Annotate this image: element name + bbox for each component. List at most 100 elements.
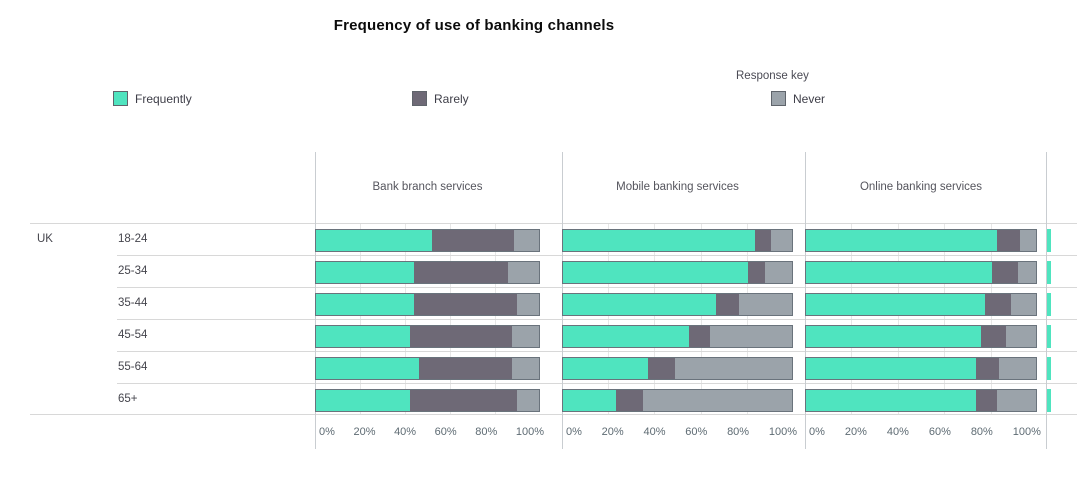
bar-segment-never [516,390,539,411]
bar-segment-rarely [980,326,1007,347]
stacked-bar [315,229,540,252]
bar-segment-frequently [316,294,415,315]
bar-segment-never [516,294,539,315]
row-separator-line [30,414,1077,415]
bar-segment-never [996,390,1036,411]
bar-segment-never [507,262,539,283]
stacked-bar [805,325,1037,348]
bar-segment-frequently [316,358,419,379]
grid-line [746,223,748,414]
bar-segment-rarely [992,262,1018,283]
bar-segment-rarely [647,358,676,379]
age-group-label: 65+ [118,393,138,405]
bar-segment-rarely [409,390,517,411]
bar-segment-frequently [806,390,977,411]
bar-segment-rarely [755,230,772,251]
x-axis-tick-label: 80% [475,426,498,438]
stacked-bar [805,389,1037,412]
panel-header: Bank branch services [372,181,483,193]
rarely-swatch-icon [412,91,427,106]
row-separator-line [117,319,1077,320]
bar-segment-frequently [563,326,689,347]
stacked-bar [562,357,793,380]
bar-segment-frequently [806,294,986,315]
x-axis-tick-label: 0% [566,426,582,438]
bar-segment-never [512,326,539,347]
legend-heading: Response key [736,70,809,82]
bar-segment-frequently [806,358,977,379]
grid-line [360,223,361,414]
x-axis-tick-label: 20% [353,426,376,438]
legend-label-never: Never [793,91,826,106]
grid-line [990,223,992,414]
age-group-label: 25-34 [118,265,148,277]
legend-label-rarely: Rarely [434,91,469,106]
grid-line [495,223,496,414]
x-axis-tick-label: 20% [844,426,867,438]
bar-segment-frequently [563,262,749,283]
panel-divider-line [1046,152,1047,449]
stacked-bar [805,293,1037,316]
bar-segment-never [643,390,792,411]
bar-segment-rarely [418,358,513,379]
bar-segment-never [771,230,792,251]
legend-item-never: Never [771,91,825,106]
bar-segment-rarely [414,262,508,283]
bar-segment-frequently [563,390,616,411]
grid-line [450,223,451,414]
bar-segment-rarely [688,326,710,347]
legend-item-rarely: Rarely [412,91,469,106]
panel-header: Mobile banking services [616,181,739,193]
x-axis-tick-label: 60% [685,426,708,438]
stacked-bar [562,229,793,252]
x-axis-tick-label: 100% [768,426,797,438]
bar-segment-frequently [563,230,756,251]
grid-line [851,223,853,414]
row-separator-line [117,255,1077,256]
clipped-bar-sliver [1047,325,1051,348]
panel-header: Online banking services [859,181,983,193]
stacked-bar [562,325,793,348]
bar-segment-frequently [316,326,410,347]
x-axis-tick-label: 40% [643,426,666,438]
grid-line [700,223,702,414]
x-axis-tick-label: 40% [394,426,417,438]
stacked-bar [315,357,540,380]
bar-segment-never [1019,230,1036,251]
bar-segment-frequently [563,294,717,315]
x-axis-tick-label: 0% [809,426,825,438]
bar-segment-never [1017,262,1036,283]
bar-segment-rarely [748,262,765,283]
x-axis-ticks: 0% 20% 40% 60% 80% 100% [809,426,1041,438]
grid-line [654,223,656,414]
stacked-bar [562,261,793,284]
grid-line [405,223,406,414]
bar-segment-rarely [414,294,517,315]
bar-segment-never [514,230,539,251]
bar-segment-never [709,326,792,347]
bar-segment-frequently [806,262,993,283]
legend-item-frequently: Frequently [113,91,192,106]
grid-line [944,223,946,414]
bar-segment-never [739,294,792,315]
bar-segment-frequently [806,230,997,251]
bar-segment-rarely [716,294,740,315]
x-axis-tick-label: 80% [727,426,750,438]
bar-segment-rarely [985,294,1011,315]
bar-segment-rarely [976,390,997,411]
stacked-bar [805,357,1037,380]
stacked-bar [315,293,540,316]
age-group-label: 35-44 [118,297,148,309]
row-separator-line [117,351,1077,352]
chart-title: Frequency of use of banking channels [333,17,615,34]
stacked-bar [562,293,793,316]
x-axis-tick-label: 100% [1012,426,1041,438]
bar-segment-never [675,358,792,379]
x-axis-ticks: 0% 20% 40% 60% 80% 100% [566,426,797,438]
age-group-label: 45-54 [118,329,148,341]
bar-segment-rarely [976,358,1000,379]
clipped-bar-sliver [1047,229,1051,252]
age-group-label: 18-24 [118,233,148,245]
bar-segment-frequently [316,230,432,251]
